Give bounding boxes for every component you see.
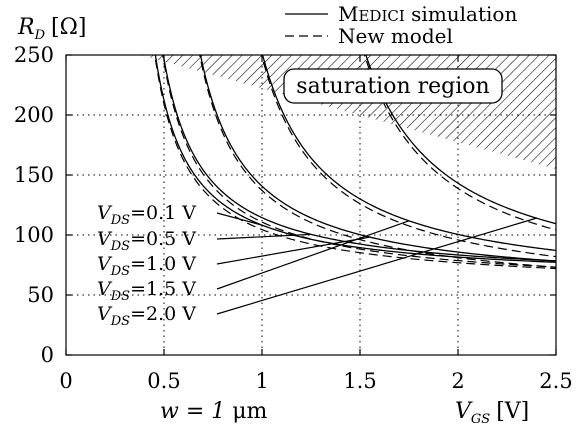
model-curve (162, 55, 556, 268)
vds-label-subscript: DS (110, 289, 130, 304)
legend-simulation-sc-rest: EDICI (358, 7, 404, 25)
vds-leader-line (216, 220, 410, 290)
vds-label-value: =1.0 V (130, 253, 196, 275)
width-unit: μm (232, 399, 267, 424)
x-tick-label: 0.5 (147, 369, 180, 393)
saturation-region-label: saturation region (283, 68, 503, 104)
vds-label: VDS=1.0 V (97, 253, 196, 279)
legend-simulation-sc-first: M (338, 2, 358, 26)
vds-label: VDS=1.5 V (97, 278, 196, 304)
vds-label: VDS=2.0 V (97, 303, 196, 329)
y-axis-title: RD [Ω] (17, 15, 86, 43)
vds-leader-line (216, 217, 537, 315)
vds-label-subscript: DS (110, 213, 130, 228)
model-curve (260, 55, 556, 258)
vds-label: VDS=0.5 V (97, 228, 196, 254)
y-tick-label: 100 (14, 223, 54, 247)
saturation-region-text: saturation region (296, 74, 489, 99)
plot-frame (65, 54, 557, 356)
x-tick-label: 2.5 (539, 369, 572, 393)
simulation-curve (199, 55, 556, 262)
grid (66, 55, 556, 355)
simulation-curve (261, 55, 556, 252)
vds-label-symbol: V (97, 278, 113, 300)
x-tick-label: 2 (451, 369, 464, 393)
vds-label-symbol: V (97, 303, 113, 325)
vds-label-value: =0.1 V (130, 202, 196, 224)
y-tick-label: 150 (14, 163, 54, 187)
legend-entry-model: New model (338, 24, 453, 48)
y-axis-subscript: D (34, 28, 46, 43)
x-axis-title: VGS [V] (455, 399, 529, 427)
width-prefix: w = 1 (160, 399, 232, 424)
x-tick-label: 0 (59, 369, 72, 393)
vds-label-subscript: DS (110, 314, 130, 329)
y-tick-label: 250 (14, 43, 54, 67)
y-axis-ticks: 0 50 100 150 200 250 (14, 43, 556, 367)
saturation-region-box (283, 68, 503, 104)
curves (154, 55, 556, 270)
vds-label-symbol: V (97, 202, 113, 224)
vds-label: VDS=0.1 V (97, 202, 196, 228)
x-axis-subscript: GS (471, 412, 490, 427)
vds-label-value: =1.5 V (130, 278, 196, 300)
y-tick-label: 200 (14, 103, 54, 127)
simulation-curve (154, 55, 556, 263)
model-curve (363, 55, 556, 231)
legend: MEDICI simulation New model (285, 2, 517, 48)
vds-leader-line (216, 233, 312, 240)
x-tick-label: 1.5 (343, 369, 376, 393)
y-axis-symbol: R (17, 15, 35, 40)
vds-label-symbol: V (97, 228, 113, 250)
legend-entry-simulation: MEDICI simulation (338, 2, 517, 26)
vds-label-value: =2.0 V (130, 303, 196, 325)
y-tick-label: 0 (41, 343, 54, 367)
y-axis-unit: [Ω] (51, 15, 86, 40)
x-axis-symbol: V (455, 399, 473, 424)
legend-simulation-tail: simulation (405, 2, 518, 26)
simulation-curve (162, 55, 556, 262)
model-curve (199, 55, 556, 268)
vds-label-symbol: V (97, 253, 113, 275)
y-tick-label: 50 (27, 283, 54, 307)
vds-label-subscript: DS (110, 264, 130, 279)
x-axis-unit: [V] (496, 399, 529, 424)
x-tick-label: 1 (255, 369, 268, 393)
vds-label-value: =0.5 V (130, 228, 196, 250)
vds-leader-line (216, 212, 263, 226)
vds-leader-line (216, 236, 370, 265)
x-axis-ticks: 0 0.5 1 1.5 2 2.5 (59, 55, 573, 393)
width-annotation: w = 1 μm (160, 399, 268, 424)
vds-label-subscript: DS (110, 239, 130, 254)
